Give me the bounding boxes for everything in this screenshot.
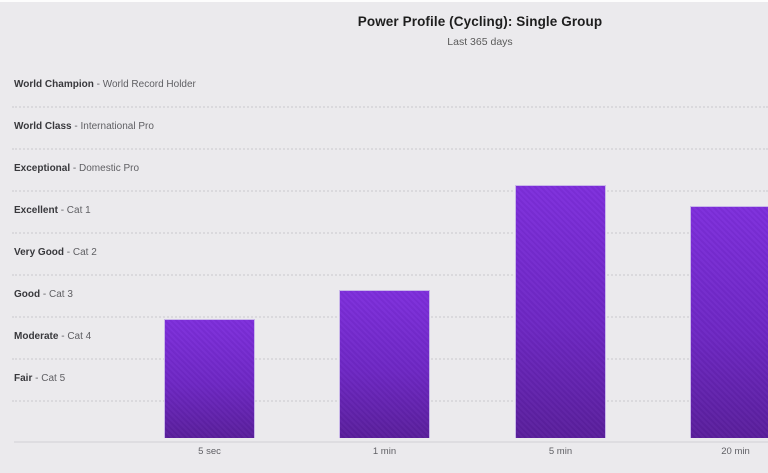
zone-label-excellent: Excellent - Cat 1 — [14, 205, 91, 216]
zone-label-world-class: World Class - International Pro — [14, 121, 154, 132]
bar-5-sec[interactable] — [164, 319, 255, 438]
zone-grade: Very Good — [14, 247, 65, 258]
chart-subtitle: Last 365 days — [447, 36, 513, 48]
x-tick-label-5-sec: 5 sec — [198, 446, 221, 457]
x-axis-line — [14, 441, 768, 443]
zone-grade: Fair — [14, 373, 33, 384]
x-tick-label-20-min: 20 min — [721, 446, 750, 457]
zone-grade: Good — [14, 289, 41, 300]
bar-5-min[interactable] — [515, 185, 606, 438]
top-divider — [0, 0, 768, 2]
zone-gridline — [12, 232, 768, 234]
zone-gridline — [12, 148, 768, 150]
bar-20-min[interactable] — [690, 206, 768, 438]
x-tick-label-1-min: 1 min — [372, 446, 397, 457]
zone-label-fair: Fair - Cat 5 — [14, 373, 66, 384]
x-tick-label-5-min: 5 min — [548, 446, 573, 457]
zone-label-exceptional: Exceptional - Domestic Pro — [14, 163, 140, 174]
zone-grade: Exceptional — [14, 163, 71, 174]
zone-gridline — [12, 190, 768, 192]
zone-label-good: Good - Cat 3 — [14, 289, 73, 300]
bar-1-min[interactable] — [339, 290, 430, 438]
zone-label-world-champion: World Champion - World Record Holder — [14, 79, 196, 90]
zone-gridline — [12, 106, 768, 108]
zone-label-moderate: Moderate - Cat 4 — [14, 331, 92, 342]
zone-grade: Moderate — [14, 331, 59, 342]
zone-grade: Excellent — [14, 205, 58, 216]
zone-grade: World Class — [14, 121, 72, 132]
zone-gridline — [12, 274, 768, 276]
zone-label-very-good: Very Good - Cat 2 — [14, 247, 97, 258]
zone-grade: World Champion — [14, 79, 94, 90]
chart-title: Power Profile (Cycling): Single Group — [357, 14, 603, 29]
